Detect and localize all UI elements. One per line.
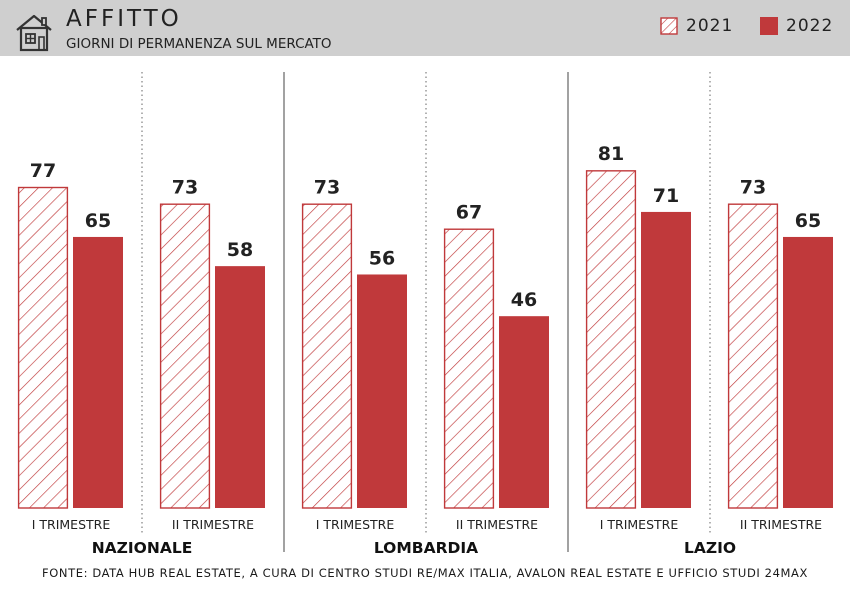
value-label: 56 [369, 247, 395, 269]
bar-2022-lombardia-1 [357, 274, 407, 508]
bar-2022-lazio-2 [783, 236, 833, 508]
chart-subtitle: GIORNI DI PERMANENZA SUL MERCATO [66, 36, 332, 52]
value-label: 65 [85, 210, 111, 232]
value-label: 65 [795, 210, 821, 232]
quarter-label: I TRIMESTRE [316, 517, 395, 532]
bar-2022-lazio-1 [641, 211, 691, 508]
bar-2021-lombardia-1 [301, 203, 353, 509]
legend-label-2021: 2021 [686, 16, 734, 36]
bar-chart: 77 65 I TRIMESTRE 73 58 II TRIMESTRE NAZIONALE… [17, 72, 833, 556]
quarter-label: II TRIMESTRE [172, 517, 254, 532]
value-label: 73 [740, 177, 766, 199]
value-label: 46 [511, 289, 537, 311]
region-label-lazio: LAZIO [684, 539, 736, 556]
house-icon [16, 14, 52, 52]
value-label: 81 [598, 143, 624, 165]
bar-2022-nazionale-1 [73, 236, 123, 508]
source-note: FONTE: DATA HUB REAL ESTATE, A CURA DI C… [42, 566, 808, 580]
region-label-nazionale: NAZIONALE [92, 539, 193, 556]
bar-2021-lazio-1 [585, 170, 637, 509]
value-label: 73 [172, 177, 198, 199]
value-label: 67 [456, 202, 482, 224]
chart-title: AFFITTO [66, 6, 182, 32]
bar-2021-lombardia-2 [443, 228, 495, 509]
bar-2021-nazionale-1 [17, 186, 69, 509]
legend-label-2022: 2022 [786, 16, 834, 36]
bar-2021-nazionale-2 [159, 203, 211, 509]
legend-item-2021: 2021 [660, 15, 733, 37]
hatched-swatch-icon [660, 17, 678, 35]
quarter-label: I TRIMESTRE [600, 517, 679, 532]
quarter-label: II TRIMESTRE [740, 517, 822, 532]
quarter-label: I TRIMESTRE [32, 517, 111, 532]
value-label: 71 [653, 185, 679, 207]
legend-item-2022: 2022 [760, 15, 833, 37]
bar-2022-lombardia-2 [499, 316, 549, 508]
region-label-lombardia: LOMBARDIA [374, 539, 478, 556]
value-label: 77 [30, 160, 56, 182]
quarter-label: II TRIMESTRE [456, 517, 538, 532]
header-bar: AFFITTO GIORNI DI PERMANENZA SUL MERCATO… [0, 0, 850, 56]
value-label: 58 [227, 239, 253, 261]
bar-2022-nazionale-2 [215, 266, 265, 508]
bar-2021-lazio-2 [727, 203, 779, 509]
value-label: 73 [314, 177, 340, 199]
solid-swatch-icon [760, 17, 778, 35]
